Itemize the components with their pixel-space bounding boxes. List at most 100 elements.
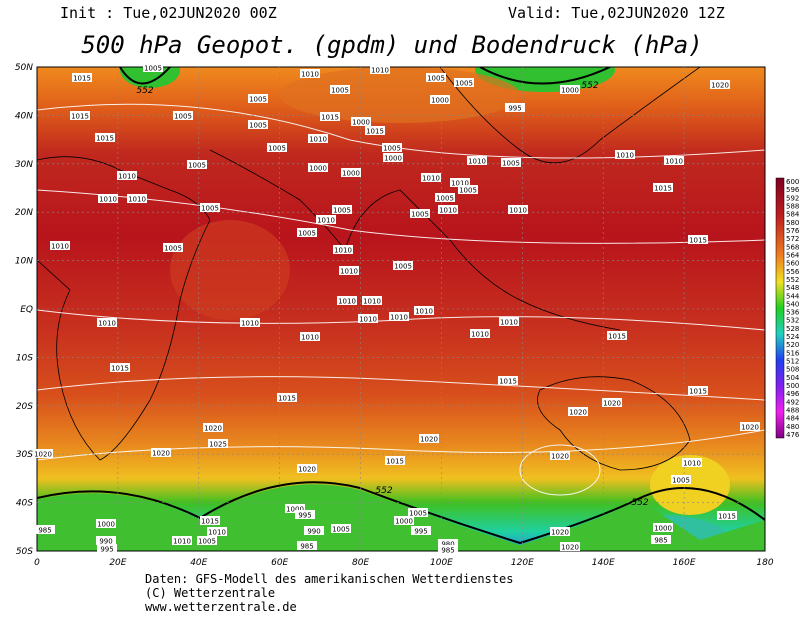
colorbar-label: 492 [786, 398, 799, 406]
lat-label: 30S [16, 450, 33, 460]
isobar-label: 1015 [71, 113, 89, 121]
isobar-label-box [435, 193, 455, 202]
lon-label: 20E [109, 558, 126, 568]
isobar-label-box [203, 423, 223, 432]
contour-552 [119, 67, 611, 85]
isobar-label-box [710, 80, 730, 89]
isobar-label: 1010 [363, 298, 381, 306]
colorbar-label: 540 [786, 300, 799, 308]
isobar-label-box [421, 173, 441, 182]
contour-label: 552 [581, 81, 598, 91]
colorbar-label: 596 [786, 186, 800, 194]
colorbar-label: 504 [786, 374, 800, 382]
isobar-label: 1020 [711, 82, 729, 90]
isobar-label: 1015 [689, 237, 707, 245]
isobar-label-box [426, 73, 446, 82]
isobar-label: 1000 [97, 521, 115, 529]
isobar-label-box [438, 539, 458, 548]
colorbar-label: 480 [786, 423, 799, 431]
lat-label: 20N [15, 208, 33, 218]
isobar-label: 1010 [241, 320, 259, 328]
init-time: Init : Tue,02JUN2020 00Z [60, 4, 277, 22]
lon-label: 160E [673, 558, 696, 568]
isobar-label: 1005 [201, 205, 219, 213]
lat-label: 40S [16, 499, 33, 509]
colorbar-label: 496 [786, 390, 800, 398]
colorbar-label: 508 [786, 366, 799, 374]
isobar-label-box [385, 456, 405, 465]
isobar-label: 990 [307, 528, 320, 536]
isobar-label-box [393, 261, 413, 270]
isobar-label: 985 [654, 537, 667, 545]
contour-label: 552 [631, 498, 648, 508]
isobar-label: 1010 [338, 298, 356, 306]
isobar-label: 1015 [499, 378, 517, 386]
isobar-label-box [110, 363, 130, 372]
lat-label: 50S [16, 547, 33, 557]
map-field [37, 67, 765, 551]
valid-time: Valid: Tue,02JUN2020 12Z [508, 4, 725, 22]
isobar-label: 985 [38, 527, 51, 535]
isobar-label-box [95, 133, 115, 142]
lon-label: 0 [34, 558, 40, 568]
isobar-label: 1010 [471, 331, 489, 339]
isobar-label-box [117, 171, 137, 180]
isobar-label: 1000 [431, 97, 449, 105]
isobar-label: 1010 [509, 207, 527, 215]
isobar-label-box [98, 194, 118, 203]
trough [650, 455, 730, 515]
isobar-label-box [358, 314, 378, 323]
isobar-label: 1010 [51, 243, 69, 251]
colorbar-label: 520 [786, 341, 799, 349]
isobar-label: 1005 [144, 65, 162, 73]
isobar-label-box [454, 78, 474, 87]
isobar-label-box [394, 516, 414, 525]
lon-label: 60E [271, 558, 288, 568]
lat-label: 10S [16, 353, 33, 363]
isobar-label-box [467, 156, 487, 165]
isobar-label-box [550, 527, 570, 536]
isobar-label: 1010 [359, 316, 377, 324]
isobar-label: 1010 [371, 67, 389, 75]
lat-label: 40N [15, 111, 33, 121]
isobar-label: 1005 [298, 230, 316, 238]
colorbar-label: 568 [786, 243, 799, 251]
isobar-label: 1020 [34, 451, 52, 459]
isobar-label: 1020 [561, 544, 579, 552]
colorbar-label: 500 [786, 382, 799, 390]
isobar-label-box [653, 183, 673, 192]
isobar-label-box [615, 150, 635, 159]
isobar-label-box [320, 112, 340, 121]
isobar-label: 1000 [384, 155, 402, 163]
lon-label: 100E [430, 558, 453, 568]
colorbar-label: 580 [786, 219, 799, 227]
colorbar-label: 484 [786, 415, 800, 423]
isobar-label-box [339, 266, 359, 275]
colorbar-label: 588 [786, 202, 799, 210]
isobar-label-box [72, 73, 92, 82]
isobar-label: 1000 [395, 518, 413, 526]
isobar-label-box [370, 65, 390, 74]
field-area [170, 220, 290, 320]
isobar-label-box [208, 439, 228, 448]
isobar-label: 1010 [422, 175, 440, 183]
isobar-label-box [607, 331, 627, 340]
isobar-label-box [304, 526, 324, 535]
isobar-label-box [33, 449, 53, 458]
colorbar-label: 576 [786, 227, 800, 235]
isobar-label-box [682, 458, 702, 467]
isobar-label: 1005 [502, 160, 520, 168]
isobar-label: 985 [441, 547, 454, 555]
isobar-label: 980 [441, 541, 454, 549]
isobar-label-box [297, 541, 317, 550]
isobar-label-box [207, 527, 227, 536]
colorbar-label: 572 [786, 235, 799, 243]
isobar-label: 1005 [411, 211, 429, 219]
isobar-label: 1010 [118, 173, 136, 181]
isobar-label-box [331, 524, 351, 533]
isobar-label: 1015 [654, 185, 672, 193]
isobar-label-box [277, 393, 297, 402]
isobar-label: 1010 [340, 268, 358, 276]
isobar-label-box [200, 516, 220, 525]
colorbar-label: 560 [786, 260, 799, 268]
